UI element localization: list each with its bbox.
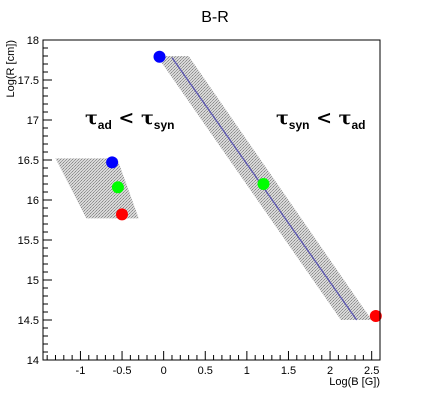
x-tick-label: -0.5 bbox=[113, 365, 132, 377]
bands-layer bbox=[55, 56, 372, 320]
x-axis: -1 -0.5 0 0.5 1 1.5 2 2.5 bbox=[46, 351, 381, 377]
chart-title: B-R bbox=[201, 9, 229, 26]
x-tick-label: 2.5 bbox=[364, 365, 379, 377]
y-tick-label: 16 bbox=[27, 195, 39, 207]
x-tick-label: -1 bbox=[76, 365, 86, 377]
y-tick-label: 15.5 bbox=[18, 235, 39, 247]
points-layer bbox=[106, 50, 382, 322]
y-tick-label: 15 bbox=[27, 275, 39, 287]
y-tick-label: 14.5 bbox=[18, 315, 39, 327]
data-point-0 bbox=[153, 50, 166, 63]
data-point-2 bbox=[369, 310, 382, 322]
y-axis: 14 14.5 15 15.5 16 16.5 17 17.5 18 bbox=[18, 35, 52, 367]
y-tick-label: 17.5 bbox=[18, 75, 39, 87]
y-tick-label: 17 bbox=[27, 115, 39, 127]
y-tick-label: 18 bbox=[27, 35, 39, 47]
x-axis-title: Log(B [G]) bbox=[329, 376, 380, 388]
data-point-5 bbox=[116, 208, 128, 221]
y-axis-title: Log(R [cm]) bbox=[5, 40, 17, 97]
x-tick-label: 1 bbox=[244, 365, 250, 377]
x-tick-label: 0 bbox=[161, 365, 167, 377]
band-0 bbox=[55, 158, 139, 219]
annotation-0: τad < τsyn bbox=[85, 107, 174, 132]
data-point-3 bbox=[106, 156, 119, 169]
y-tick-label: 14 bbox=[27, 355, 39, 367]
x-tick-label: 0.5 bbox=[198, 365, 213, 377]
x-tick-label: 1.5 bbox=[281, 365, 296, 377]
x-tick-label: 2 bbox=[327, 365, 333, 377]
annotation-1: τsyn < τad bbox=[276, 107, 365, 132]
data-point-1 bbox=[257, 178, 270, 190]
annotations-layer: τad < τsyn τsyn < τad bbox=[85, 107, 365, 132]
data-point-4 bbox=[111, 181, 124, 194]
y-tick-label: 16.5 bbox=[18, 155, 39, 167]
